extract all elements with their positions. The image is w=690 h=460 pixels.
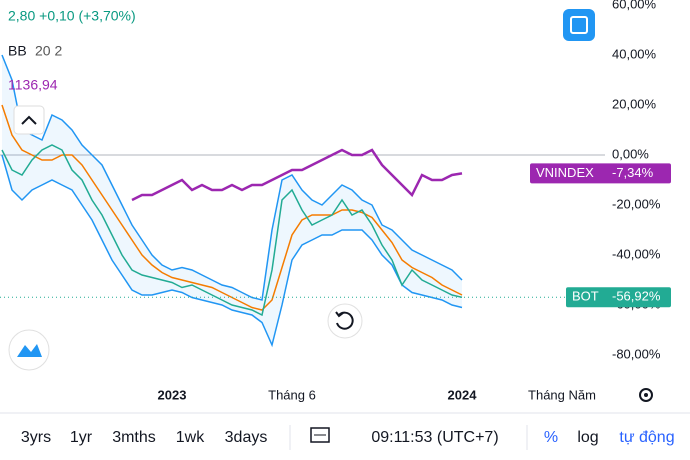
price-tag-value: -56,92% [612,289,661,304]
compare-value: 1136,94 [8,77,58,93]
log-toggle[interactable]: log [577,429,598,446]
y-tick-label: 20,00% [612,96,657,111]
range-button[interactable]: 3yrs [21,429,51,446]
plot: 60,00%40,00%20,00%0,00%-20,00%-40,00%-60… [0,0,671,402]
price-header: 2,80 +0,10 (+3,70%) [8,8,136,24]
series-line [1,154,463,348]
percent-toggle[interactable]: % [544,429,558,446]
clock: 09:11:53 (UTC+7) [371,429,498,446]
price-tag-name: BOT [572,289,599,304]
compare-icon[interactable] [310,427,330,443]
indicator-params: 20 2 [35,43,62,59]
logo-button[interactable] [8,329,50,371]
y-tick-label: 40,00% [612,46,657,61]
indicator-name: BB [8,43,27,59]
range-button[interactable]: 3mths [112,429,156,446]
band-fill [2,55,462,345]
y-tick-label: -20,00% [612,196,661,211]
y-tick-label: 0,00% [612,146,649,161]
x-tick-label: Tháng Năm [528,387,596,402]
range-button[interactable]: 1yr [70,429,93,446]
series-line [131,148,463,202]
y-tick-label: 60,00% [612,0,657,11]
price-tag: BOT -56,92% [566,287,671,308]
price-tag-bg [566,287,671,308]
series-line [1,54,463,301]
fullscreen-button[interactable] [563,9,595,41]
price-tag-value: -7,34% [612,165,654,180]
settings-button[interactable] [639,388,653,402]
toolbar: 3yrs 1yr 3mths 1wk 3days 09:11:53 (UTC+7)% log… [21,429,675,446]
price-tag-name: VNINDEX [536,165,594,180]
y-tick-label: -80,00% [612,346,661,361]
reset-button[interactable] [327,303,363,339]
series-line [1,144,463,317]
range-button[interactable]: 1wk [176,429,205,446]
auto-toggle[interactable]: tự động [619,429,674,446]
price-tag-bg [530,163,671,184]
x-tick-label: Tháng 6 [268,387,316,402]
price-tag: VNINDEX -7,34% [530,163,671,184]
x-tick-label: 2024 [448,387,478,402]
collapse-button[interactable] [13,105,45,135]
range-button[interactable]: 3days [225,429,268,446]
y-tick-label: -40,00% [612,246,661,261]
x-tick-label: 2023 [158,387,187,402]
